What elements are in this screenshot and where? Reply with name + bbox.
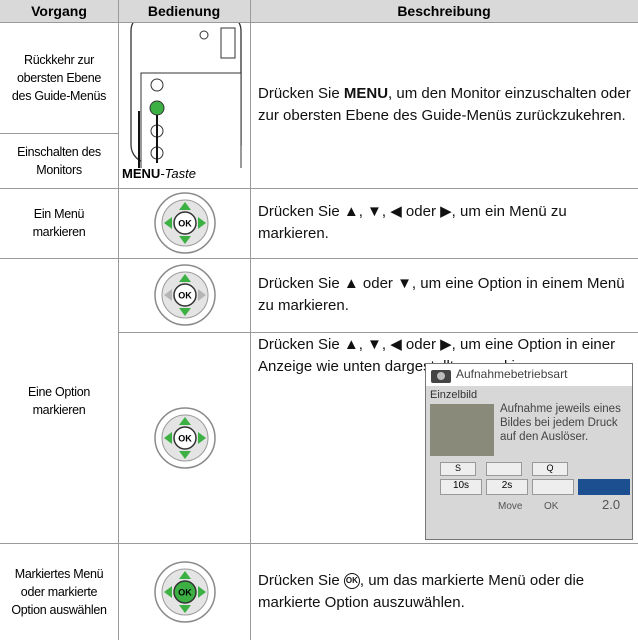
selector-host: OK <box>153 560 217 624</box>
screen-option <box>532 479 574 495</box>
screen-text: Aufnahme jeweils eines Bildes bei jedem … <box>500 403 621 443</box>
ok-label: OK <box>178 588 192 598</box>
desc-part: , um das markierte Menü oder die markier… <box>258 571 585 611</box>
vorgang: Rückkehr zur obersten Ebene des Guide-Me… <box>11 52 107 103</box>
screen-footer: Move <box>498 501 523 512</box>
screen-photo <box>430 404 494 456</box>
rule <box>0 22 638 23</box>
selector-host: OK <box>153 263 217 327</box>
desc: Drücken Sie MENU, um den Monitor einzusc… <box>258 83 634 127</box>
screen-item: Einzelbild <box>430 389 478 401</box>
vorgang: Eine Option markieren <box>27 384 91 417</box>
header-cell: Vorgang <box>0 0 118 22</box>
button-caption: MENU-Taste <box>122 166 196 181</box>
screen-option: 2s <box>486 479 528 495</box>
screen-option: Q <box>532 462 568 476</box>
ok-label: OK <box>178 219 192 229</box>
ok-label: OK <box>178 291 192 301</box>
desc-part: Drücken Sie <box>258 85 344 102</box>
rule <box>118 332 638 333</box>
screen-title-bar: Aufnahmebetriebsart <box>426 364 632 386</box>
desc-part: Drücken Sie <box>258 571 344 589</box>
camera-icon <box>431 370 451 383</box>
ok-symbol: OK <box>343 572 360 589</box>
screen-footer: 2.0 <box>602 497 621 512</box>
caption-text: -Taste <box>160 166 196 181</box>
beschreibung: Drücken Sie OK, um das markierte Menü od… <box>258 543 634 640</box>
multi-selector: OK <box>154 264 216 326</box>
rule <box>0 133 118 134</box>
vorgang: Markiertes Menü oder markierte Option au… <box>11 566 107 617</box>
multi-selector: OK <box>154 561 216 623</box>
rule <box>0 188 638 189</box>
beschreibung: Drücken Sie ▲, ▼, ◀ oder ▶, um ein Menü … <box>258 203 567 242</box>
screen-option: 10s <box>440 479 482 495</box>
screen-title: Aufnahmebetriebsart <box>456 367 568 381</box>
selector-host: OK <box>153 406 217 470</box>
desc-part: , um den Monitor einzuschalten oder zur … <box>258 85 631 124</box>
multi-selector: OK <box>154 192 216 254</box>
header-cell: Bedienung <box>118 0 250 22</box>
header-cell: Beschreibung <box>250 0 638 22</box>
ok-label: OK <box>178 434 192 444</box>
screen-image: Aufnahmebetriebsart Einzelbild Aufnahme … <box>425 363 633 540</box>
desc-key: MENU <box>343 85 389 102</box>
desc: Drücken Sie OK, um das markierte Menü od… <box>258 570 634 614</box>
vorgang: Ein Menü markieren <box>32 207 86 239</box>
screen-option: S <box>440 462 476 476</box>
camera-illustration <box>130 23 242 168</box>
screen-back <box>578 479 630 495</box>
multi-selector: OK <box>154 407 216 469</box>
rule <box>0 258 638 259</box>
rule <box>118 0 119 640</box>
rule <box>250 0 251 640</box>
rule <box>0 543 638 544</box>
caption-key: MENU <box>122 166 161 181</box>
screen-footer: OK <box>544 501 559 512</box>
beschreibung: Drücken Sie MENU, um den Monitor einzusc… <box>258 70 634 140</box>
selector-host: OK <box>153 191 217 255</box>
beschreibung: Drücken Sie ▲ oder ▼, um eine Option in … <box>258 275 625 314</box>
vorgang: Einschalten des Monitors <box>17 144 101 177</box>
screen-option <box>486 462 522 476</box>
